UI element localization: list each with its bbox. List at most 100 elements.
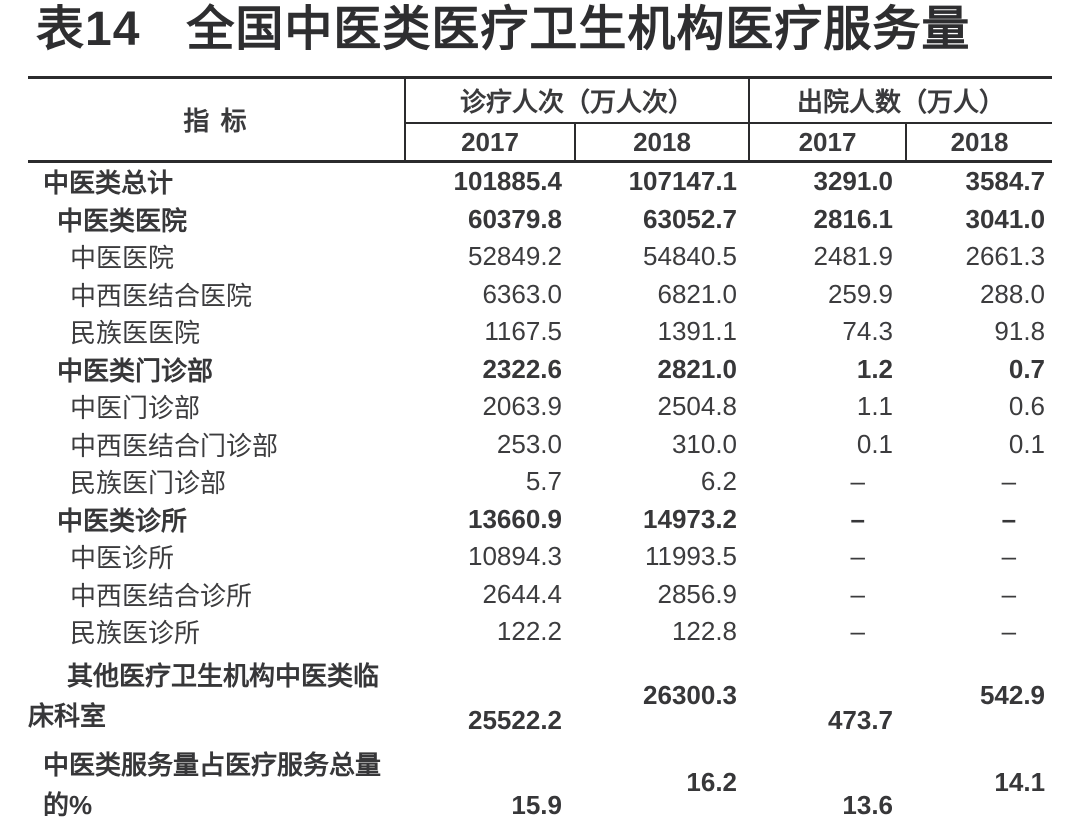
row-label: 民族医门诊部 xyxy=(70,468,227,499)
cell-value: – xyxy=(1001,616,1017,647)
row-label-line: 的% xyxy=(43,789,93,820)
cell-value: 74.3 xyxy=(842,316,894,347)
cell-value: 91.8 xyxy=(994,316,1046,347)
cell-value: 0.7 xyxy=(1008,353,1046,384)
cell-value: – xyxy=(1001,466,1017,497)
table-row: 中医类门诊部 2322.6 2821.0 1.2 0.7 xyxy=(28,351,1052,389)
row-label: 其他医疗卫生机构中医类临 床科室 xyxy=(28,651,405,740)
row-label: 中医类服务量占医疗服务总量 的% xyxy=(28,739,405,822)
cell-value: 1.2 xyxy=(856,353,894,384)
table-header: 指 标 诊疗人次（万人次） 出院人数（万人） 2017 2018 2017 20… xyxy=(28,77,1053,163)
cell-value: 122.2 xyxy=(496,616,562,647)
visits-year-2018-header: 2018 xyxy=(573,123,750,163)
row-label: 中医类总计 xyxy=(43,168,174,199)
table-title-text: 全国中医类医疗卫生机构医疗服务量 xyxy=(186,3,971,56)
table-row: 中医门诊部 2063.9 2504.8 1.1 0.6 xyxy=(28,388,1052,426)
cell-value: 6.2 xyxy=(700,466,738,497)
table-row: 民族医门诊部 5.7 6.2 – – xyxy=(28,463,1052,501)
row-label-line: 中医类服务量占医疗服务总量 xyxy=(43,749,382,780)
cell-value: – xyxy=(1001,578,1017,609)
discharges-year-2018-header: 2018 xyxy=(905,123,1053,163)
row-label: 中医诊所 xyxy=(70,543,175,574)
cell-value: – xyxy=(850,541,866,572)
cell-value: 2063.9 xyxy=(482,391,562,422)
table-number: 表14 xyxy=(36,3,141,56)
cell-value: 52849.2 xyxy=(468,241,562,272)
cell-value: 0.1 xyxy=(1008,428,1046,459)
row-label: 中医门诊部 xyxy=(70,393,201,424)
cell-value: – xyxy=(850,616,866,647)
cell-value: 101885.4 xyxy=(453,166,562,197)
cell-value: 288.0 xyxy=(979,278,1046,309)
cell-value: 14.1 xyxy=(906,739,1053,822)
discharges-year-2017-header: 2017 xyxy=(748,123,907,163)
cell-value: 5.7 xyxy=(525,466,562,497)
row-label-line: 其他医疗卫生机构中医类临 xyxy=(67,660,380,691)
page-title: 表14 全国中医类医疗卫生机构医疗服务量 xyxy=(36,2,970,57)
cell-value: 0.6 xyxy=(1008,391,1046,422)
cell-value: – xyxy=(850,578,866,609)
cell-value: 542.9 xyxy=(979,679,1046,710)
table-row: 中医诊所 10894.3 11993.5 – – xyxy=(28,538,1052,576)
visits-year-2017-header: 2017 xyxy=(405,123,575,163)
cell-value: 1.1 xyxy=(856,391,894,422)
cell-value: 3584.7 xyxy=(965,166,1046,197)
cell-value: 2644.4 xyxy=(482,578,562,609)
cell-value: 3041.0 xyxy=(965,203,1046,234)
visits-group-header: 诊疗人次（万人次） xyxy=(405,77,751,124)
indicator-header: 指 标 xyxy=(28,77,406,163)
cell-value: 2322.6 xyxy=(482,353,562,384)
table-body: 中医类总计 101885.4 107147.1 3291.0 3584.7 中医类医院 60… xyxy=(28,162,1053,822)
table-row: 中西医结合医院 6363.0 6821.0 259.9 288.0 xyxy=(28,276,1052,314)
header-row-years: 2017 2018 2017 2018 xyxy=(28,123,1053,163)
table-row: 中西医结合诊所 2644.4 2856.9 – – xyxy=(28,576,1052,614)
cell-value: 1167.5 xyxy=(484,316,562,347)
row-label: 民族医医院 xyxy=(70,318,201,349)
cell-value: 14973.2 xyxy=(643,503,738,534)
cell-value: 6821.0 xyxy=(657,278,738,309)
row-label: 中医类诊所 xyxy=(57,505,188,536)
row-label: 民族医诊所 xyxy=(70,618,201,649)
cell-value: 2816.1 xyxy=(813,203,894,234)
cell-value: 54840.5 xyxy=(643,241,738,272)
cell-value: 60379.8 xyxy=(468,203,562,234)
statistics-table: 指 标 诊疗人次（万人次） 出院人数（万人） 2017 2018 2017 20… xyxy=(28,76,1053,822)
table-row: 民族医诊所 122.2 122.8 – – xyxy=(28,613,1052,651)
cell-value: 10894.3 xyxy=(468,541,562,572)
cell-value: 2481.9 xyxy=(813,241,894,272)
cell-value: – xyxy=(1001,503,1017,534)
discharges-group-header: 出院人数（万人） xyxy=(749,77,1053,124)
cell-value: 13.6 xyxy=(749,739,907,822)
row-label: 中医类医院 xyxy=(57,205,188,236)
cell-value: 2504.8 xyxy=(657,391,738,422)
cell-value: 25522.2 xyxy=(468,704,562,735)
table-row: 其他医疗卫生机构中医类临 床科室 25522.2 26300.3 473.7 542.9 xyxy=(28,651,1052,740)
cell-value: – xyxy=(850,503,866,534)
cell-value: 16.2 xyxy=(575,739,750,822)
cell-value: 107147.1 xyxy=(628,166,738,197)
cell-value: – xyxy=(1001,541,1017,572)
cell-value: 259.9 xyxy=(827,278,894,309)
cell-value: 11993.5 xyxy=(644,541,738,572)
cell-value: 63052.7 xyxy=(643,203,738,234)
cell-value: 310.0 xyxy=(671,428,738,459)
cell-value: 26300.3 xyxy=(643,679,738,710)
table-row: 中医类服务量占医疗服务总量 的% 15.9 16.2 13.6 14.1 xyxy=(28,739,1053,822)
header-row-groups: 指 标 诊疗人次（万人次） 出院人数（万人） xyxy=(28,77,1053,163)
table-row: 中医类总计 101885.4 107147.1 3291.0 3584.7 xyxy=(28,162,1052,201)
row-label: 中西医结合门诊部 xyxy=(70,430,279,461)
cell-value: 122.8 xyxy=(671,616,738,647)
row-label: 中西医结合诊所 xyxy=(70,580,253,611)
cell-value: 13660.9 xyxy=(468,503,562,534)
row-label: 中西医结合医院 xyxy=(70,280,253,311)
cell-value: 3291.0 xyxy=(813,166,894,197)
cell-value: 2856.9 xyxy=(657,578,738,609)
row-label: 中医类门诊部 xyxy=(57,355,214,386)
cell-value: 253.0 xyxy=(496,428,562,459)
cell-value: 0.1 xyxy=(856,428,894,459)
cell-value: 2661.3 xyxy=(965,241,1046,272)
table-row: 中西医结合门诊部 253.0 310.0 0.1 0.1 xyxy=(28,426,1052,464)
row-label: 中医医院 xyxy=(70,243,175,274)
table-row: 中医类诊所 13660.9 14973.2 – – xyxy=(28,501,1052,539)
